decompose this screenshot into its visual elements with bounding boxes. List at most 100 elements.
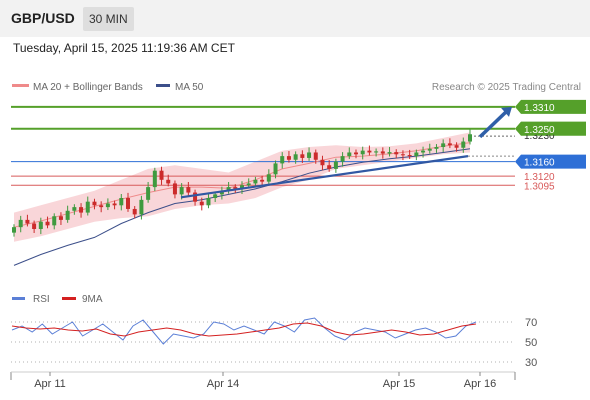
trend-overlay: [180, 106, 512, 199]
candle: [79, 203, 84, 218]
candle: [105, 198, 110, 211]
candle: [146, 181, 151, 203]
candle-body: [179, 187, 184, 195]
price-tags: 1.33101.32501.31601.31201.30951.32301.32…: [515, 99, 586, 192]
candle-body: [266, 174, 271, 182]
candle: [347, 147, 352, 160]
candle: [461, 137, 466, 153]
ma50-legend-swatch: [156, 84, 170, 87]
candle-body: [400, 154, 405, 156]
rsi-tick-label: 30: [525, 357, 537, 369]
candle-body: [286, 156, 291, 160]
candle-body: [340, 156, 345, 162]
candle: [72, 204, 77, 215]
candle: [367, 145, 372, 156]
support-trendline: [180, 155, 469, 199]
candle: [38, 217, 43, 235]
candle-body: [354, 152, 358, 155]
candle-body: [105, 203, 110, 208]
candle-body: [166, 179, 171, 184]
candle: [468, 129, 472, 145]
candle: [92, 198, 97, 210]
candle-body: [45, 221, 50, 226]
candle: [374, 148, 379, 157]
candle-body: [421, 150, 426, 153]
candle: [25, 214, 30, 227]
candle-body: [293, 154, 298, 160]
candle-body: [18, 219, 23, 228]
candle: [354, 149, 358, 159]
datetime-label: Tuesday, April 15, 2025 11:19:36 AM CET: [13, 41, 235, 55]
candle-body: [300, 154, 305, 158]
price-tag-label: 1.3160: [524, 158, 555, 169]
candle: [226, 181, 231, 194]
candle: [112, 200, 117, 210]
candle-body: [132, 208, 137, 215]
candle-body: [193, 192, 198, 202]
candle-body: [387, 152, 392, 154]
projection-arrow-head: [501, 106, 512, 117]
candle-body: [468, 134, 472, 142]
candle: [139, 195, 144, 220]
candle: [52, 213, 57, 230]
candle: [172, 180, 177, 199]
time-axis-label: Apr 15: [383, 378, 415, 390]
price-tag: 1.3310: [515, 99, 586, 114]
rsi-ma-line: [11, 322, 477, 337]
candle: [32, 220, 37, 233]
candle-body: [32, 223, 37, 229]
rsi-ma-legend-swatch: [62, 297, 76, 300]
candle: [387, 147, 392, 157]
candle-body: [380, 151, 385, 154]
candle-body: [112, 203, 117, 206]
candle: [132, 206, 137, 219]
candle: [186, 181, 191, 196]
candle: [18, 215, 23, 233]
candle-body: [58, 216, 63, 220]
candle-body: [226, 187, 231, 191]
top-bar: GBP/USD 30 MIN: [0, 0, 590, 37]
candle: [119, 194, 124, 211]
candle: [286, 151, 291, 163]
candle: [400, 150, 405, 161]
candle-body: [240, 185, 244, 189]
candle: [380, 147, 385, 159]
candle-body: [333, 161, 338, 169]
candle: [193, 189, 198, 206]
candle: [300, 150, 305, 164]
candle-body: [52, 216, 57, 226]
candle: [320, 155, 325, 171]
ma20-legend-swatch: [12, 84, 29, 87]
candle: [65, 205, 70, 223]
candle: [45, 216, 50, 229]
candle-body: [79, 207, 84, 213]
ma20-legend-label: MA 20 + Bollinger Bands: [33, 82, 143, 93]
candle: [12, 224, 16, 237]
price-tag-label: 1.3310: [524, 103, 555, 114]
candle-body: [394, 152, 399, 155]
projection-arrow-shaft: [478, 110, 508, 139]
candle-body: [126, 198, 130, 209]
timeframe-badge[interactable]: 30 MIN: [83, 7, 134, 31]
candle: [434, 144, 439, 153]
candle-body: [119, 198, 124, 206]
candle-body: [146, 187, 151, 200]
candle-body: [72, 207, 77, 211]
candlesticks: [12, 129, 472, 237]
time-axis-label: Apr 11: [34, 378, 66, 390]
candle: [421, 146, 426, 158]
candle: [327, 160, 332, 172]
candle: [126, 192, 130, 212]
candle-body: [219, 190, 224, 195]
candle-body: [25, 219, 30, 224]
candle-body: [414, 152, 419, 157]
candle-body: [407, 155, 412, 157]
candle: [394, 149, 399, 159]
candle: [166, 174, 171, 187]
source-credit: Research © 2025 Trading Central: [432, 82, 581, 93]
pair-title: GBP/USD: [11, 10, 75, 26]
candle-body: [327, 165, 332, 169]
candle-body: [186, 187, 191, 193]
candle-body: [367, 150, 372, 153]
